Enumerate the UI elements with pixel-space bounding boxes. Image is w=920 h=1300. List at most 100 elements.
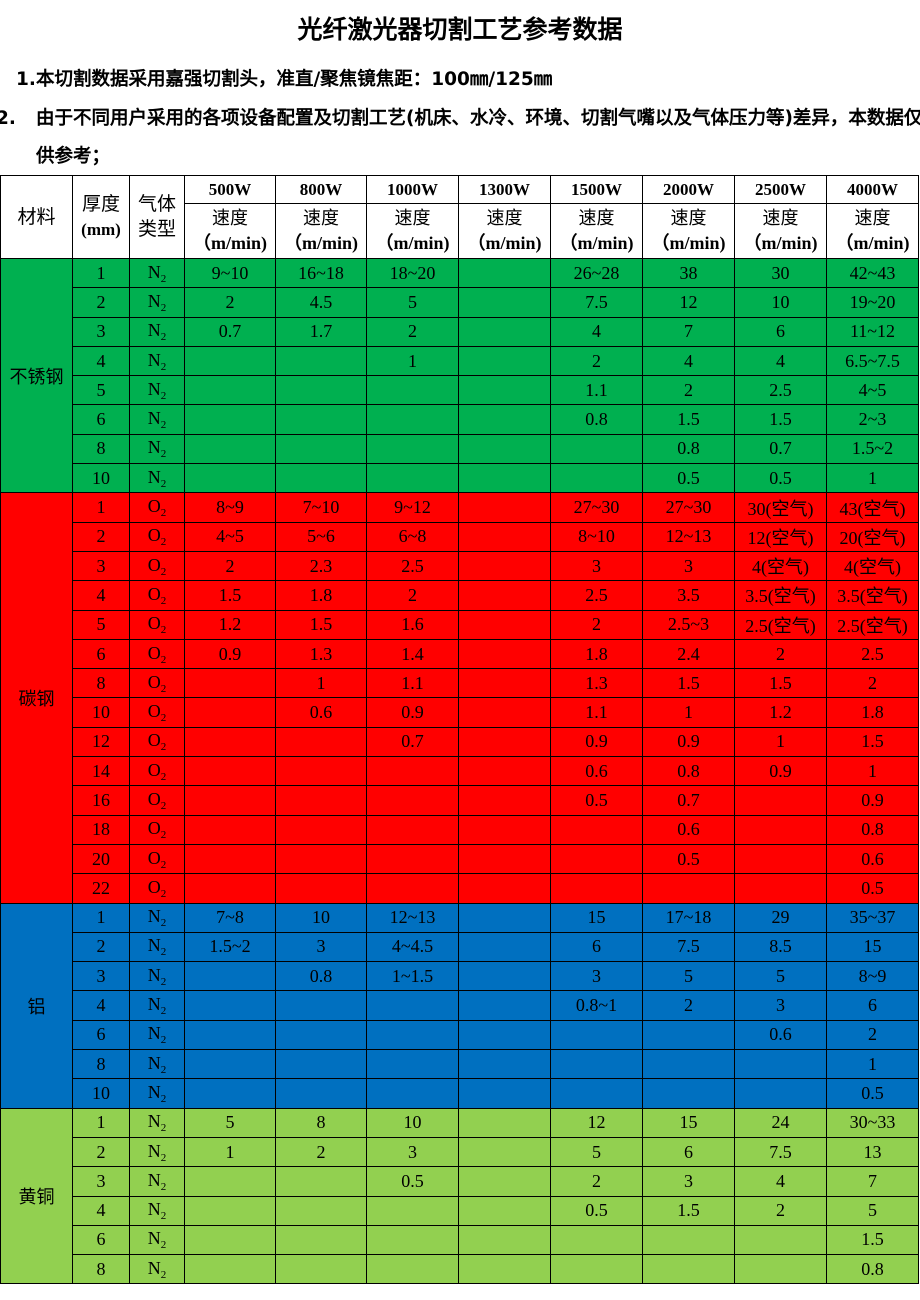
material-cell: 不锈钢 (0, 257, 73, 494)
speed-cell: 1.6 (366, 609, 459, 640)
gas-subscript: 2 (160, 1092, 167, 1105)
gas-subscript: 2 (160, 653, 167, 666)
speed-cell (184, 404, 276, 435)
thickness-cell: 18 (72, 814, 130, 845)
speed-cell: 1 (826, 1049, 919, 1080)
speed-cell (458, 814, 551, 845)
speed-cell (366, 1019, 459, 1051)
gas-symbol: O (147, 818, 161, 839)
speed-cell (734, 1254, 827, 1285)
gas-cell: O2 (129, 609, 185, 640)
speed-cell (458, 609, 551, 640)
speed-cell: 20(空气) (826, 521, 919, 552)
speed-cell: 0.9 (642, 726, 735, 758)
speed-cell: 1.5 (642, 668, 735, 699)
speed-cell: 5 (366, 287, 459, 318)
speed-cell: 30 (734, 257, 827, 289)
table-row: 铝 1 N2 7~8 10 12~13 15 17~18 29 35~37 (0, 902, 919, 1109)
speed-cell: 27~30 (550, 492, 643, 523)
speed-cell (366, 1224, 459, 1256)
speed-cell (458, 873, 551, 904)
gas-symbol: N (147, 1111, 161, 1132)
speed-cell: 6 (826, 990, 919, 1021)
gas-cell: O2 (129, 785, 185, 816)
speed-cell (458, 404, 551, 435)
speed-cell: 1.8 (550, 638, 643, 670)
gas-cell: O2 (129, 756, 185, 787)
speed-cell: 2.5(空气) (826, 609, 919, 640)
speed-cell (642, 1224, 735, 1256)
speed-cell (458, 316, 551, 347)
speed-cell (366, 1049, 459, 1080)
gas-subscript: 2 (160, 858, 167, 871)
gas-subscript: 2 (160, 448, 167, 461)
speed-cell: 5 (734, 961, 827, 992)
speed-cell: 1.5 (642, 1195, 735, 1226)
speed-cell: 2 (184, 550, 276, 582)
header-speed: 速度 （m/min) (184, 203, 276, 259)
gas-subscript: 2 (160, 887, 167, 900)
speed-cell (366, 1195, 459, 1226)
speed-cell: 2.5(空气) (734, 609, 827, 640)
speed-cell: 2.5 (826, 638, 919, 670)
speed-cell: 1.2 (184, 609, 276, 640)
speed-cell: 30~33 (826, 1107, 919, 1138)
speed-cell: 0.8~1 (550, 990, 643, 1021)
speed-cell (275, 375, 367, 406)
gas-symbol: O (147, 876, 161, 897)
speed-cell (458, 375, 551, 406)
gas-cell: N2 (129, 404, 185, 435)
gas-subscript: 2 (160, 1063, 167, 1076)
speed-unit: （m/min) (375, 233, 450, 253)
gas-symbol: N (147, 1169, 161, 1190)
table-row: 16 O2 0.5 0.7 0.9 (0, 785, 919, 816)
header-speed: 速度 （m/min) (366, 203, 459, 259)
gas-subscript: 2 (160, 799, 167, 812)
speed-cell (366, 1078, 459, 1109)
header-gas-label-1: 气体 (137, 194, 176, 215)
speed-cell (734, 814, 827, 845)
speed-cell: 19~20 (826, 287, 919, 318)
speed-cell: 2 (550, 609, 643, 640)
gas-cell: N2 (129, 961, 185, 992)
header-speed: 速度 （m/min) (826, 203, 919, 259)
speed-cell: 12(空气) (734, 521, 827, 552)
speed-cell: 10 (366, 1107, 459, 1138)
gas-symbol: O (147, 701, 161, 722)
speed-cell: 1.5 (642, 404, 735, 435)
gas-subscript: 2 (160, 946, 167, 959)
thickness-cell: 10 (72, 1078, 130, 1109)
thickness-cell: 14 (72, 756, 130, 787)
speed-cell: 4 (550, 316, 643, 347)
speed-cell (458, 1078, 551, 1109)
table-row: 10 N2 0.5 (0, 1078, 919, 1109)
gas-subscript: 2 (160, 360, 167, 373)
gas-cell: N2 (129, 433, 185, 465)
speed-cell: 0.9 (550, 726, 643, 758)
speed-cell (458, 521, 551, 552)
speed-cell (275, 873, 367, 904)
table-row: 12 O2 0.7 0.9 0.9 1 1.5 (0, 726, 919, 758)
speed-cell: 2 (366, 580, 459, 611)
thickness-cell: 8 (72, 1049, 130, 1080)
gas-symbol: O (147, 496, 161, 517)
gas-subscript: 2 (160, 624, 167, 637)
thickness-cell: 2 (72, 287, 130, 318)
speed-cell: 17~18 (642, 902, 735, 933)
gas-subscript: 2 (160, 1034, 167, 1047)
speed-cell: 15 (826, 931, 919, 963)
speed-cell (550, 1078, 643, 1109)
note-1: 1.本切割数据采用嘉强切割头，准直/聚焦镜焦距：100㎜/125㎜ (16, 69, 553, 90)
gas-subscript: 2 (160, 594, 167, 607)
table-row: 6 N2 1.5 (0, 1224, 919, 1256)
gas-cell: N2 (129, 1107, 185, 1138)
table-row: 2 O2 4~5 5~6 6~8 8~10 12~13 12(空气) 20(空气) (0, 521, 919, 552)
speed-unit: （m/min) (193, 233, 267, 253)
speed-cell: 10 (275, 902, 367, 933)
speed-cell (458, 961, 551, 992)
speed-cell: 5 (550, 1136, 643, 1168)
speed-cell (550, 1049, 643, 1080)
thickness-cell: 1 (72, 902, 130, 933)
speed-cell: 1 (734, 726, 827, 758)
speed-cell: 1.5 (275, 609, 367, 640)
